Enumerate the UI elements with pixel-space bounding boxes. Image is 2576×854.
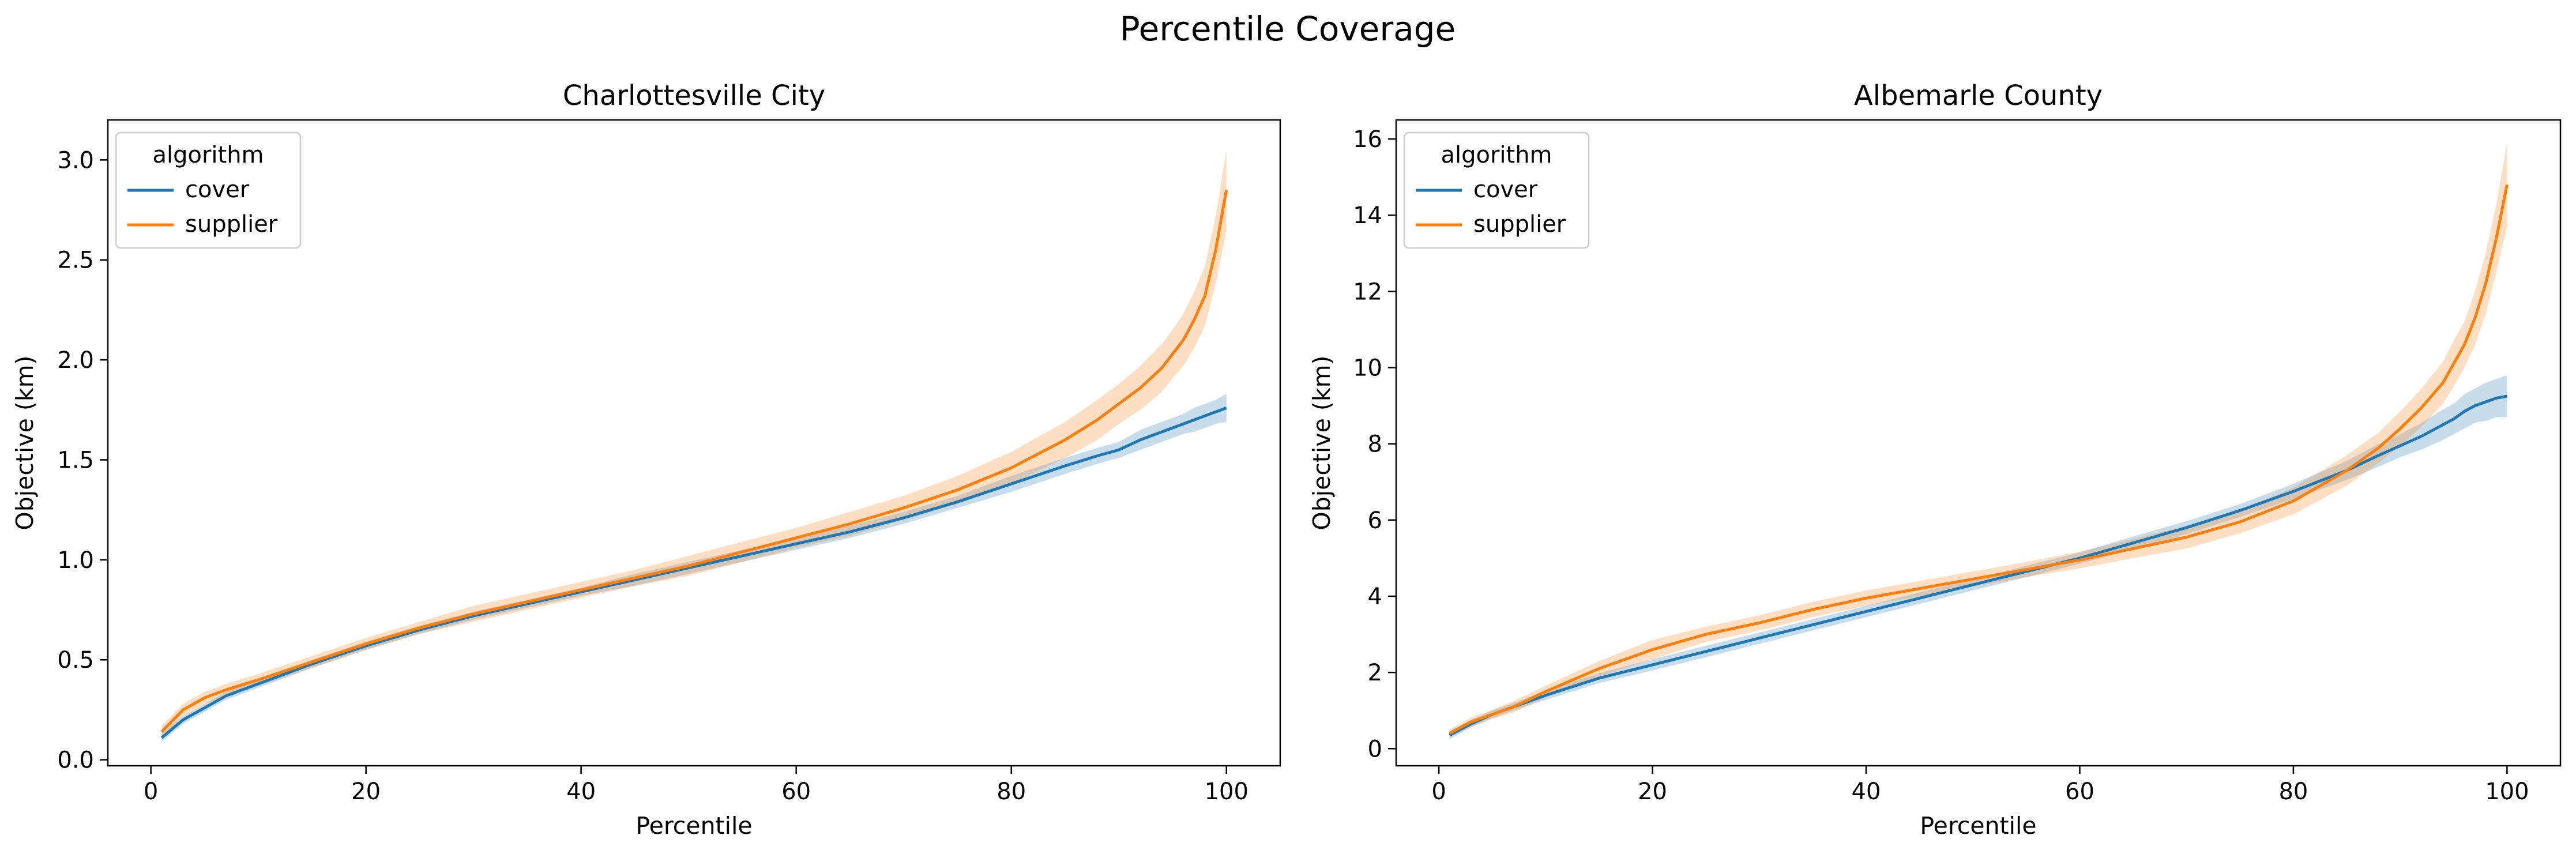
chart-2-ylabel: Objective (km) [1308, 355, 1336, 530]
chart-2-ytick-label: 16 [1353, 126, 1382, 153]
chart-2-xtick-label: 20 [1638, 778, 1667, 805]
chart-1-legend: algorithm cover supplier [115, 131, 302, 249]
chart-1-xtick-label: 60 [781, 778, 811, 805]
chart-2-ytick-label: 4 [1368, 584, 1382, 610]
chart-2-legend-label-cover: cover [1473, 176, 1538, 203]
chart-1-ytick-label: 0.0 [57, 747, 94, 774]
chart-1-ytick-label: 1.5 [57, 447, 94, 473]
chart-1-xtick-label: 20 [351, 778, 381, 805]
chart-2-xtick-label: 0 [1431, 778, 1446, 805]
chart-2: 0 20 40 60 80 100 0 2 4 6 8 10 12 14 16 Albemarle Count… [1308, 80, 2562, 840]
chart-1-line-cover [160, 406, 1227, 739]
chart-1-xlabel: Percentile [635, 812, 752, 840]
chart-1-band-supplier [161, 150, 1227, 738]
chart-2-legend-title: algorithm [1441, 142, 1552, 168]
chart-2-ytick-label: 6 [1368, 507, 1382, 534]
chart-2-band-supplier [1449, 142, 2507, 738]
chart-1-ytick-label: 2.5 [57, 247, 94, 274]
chart-2-xtick-label: 60 [2065, 778, 2094, 805]
chart-1-ytick-label: 2.0 [57, 347, 94, 374]
chart-2-ytick-label: 12 [1353, 279, 1382, 305]
figure-title: Percentile Coverage [1120, 9, 1456, 48]
chart-2-ytick-label: 8 [1368, 431, 1382, 458]
chart-1-ytick-label: 3.0 [57, 147, 94, 174]
chart-1-legend-frame [115, 131, 302, 249]
chart-2-xtick-label: 40 [1852, 778, 1881, 805]
chart-1-legend-title: algorithm [152, 142, 264, 168]
chart-2-legend-label-supplier: supplier [1473, 211, 1566, 238]
chart-2-title: Albemarle County [1854, 80, 2103, 112]
chart-2-xlabel: Percentile [1920, 812, 2036, 840]
chart-2-band-cover [1449, 375, 2507, 739]
chart-2-xtick-label: 100 [2485, 778, 2529, 805]
chart-1-ytick-label: 1.0 [57, 547, 94, 574]
chart-2-ytick-label: 0 [1368, 736, 1382, 762]
chart-1-legend-label-cover: cover [185, 176, 250, 203]
chart-2-ytick-label: 2 [1368, 660, 1382, 686]
chart-2-ytick-label: 10 [1353, 355, 1382, 381]
chart-1: 0 20 40 60 80 100 0.0 0.5 1.0 1.5 2.0 2.5 3.0 Charlot… [11, 80, 1281, 840]
chart-1-xtick-label: 0 [144, 778, 158, 805]
chart-2-legend-frame [1403, 131, 1590, 249]
chart-1-xtick-label: 100 [1205, 778, 1248, 805]
chart-2-xtick-label: 80 [2278, 778, 2308, 805]
chart-1-ytick-label: 0.5 [57, 647, 94, 674]
chart-2-line-cover [1449, 394, 2507, 737]
chart-1-axes-frame [107, 119, 1281, 767]
chart-1-legend-label-supplier: supplier [185, 211, 278, 238]
chart-2-axes-frame [1395, 119, 2562, 767]
chart-2-legend: algorithm cover supplier [1403, 131, 1590, 249]
chart-1-xtick-label: 80 [996, 778, 1026, 805]
chart-1-title: Charlottesville City [563, 80, 825, 112]
chart-2-ytick-label: 14 [1353, 202, 1382, 229]
chart-1-xtick-label: 40 [566, 778, 596, 805]
chart-1-line-supplier [160, 189, 1228, 733]
chart-1-ylabel: Objective (km) [11, 355, 39, 530]
chart-2-line-supplier [1449, 184, 2509, 735]
